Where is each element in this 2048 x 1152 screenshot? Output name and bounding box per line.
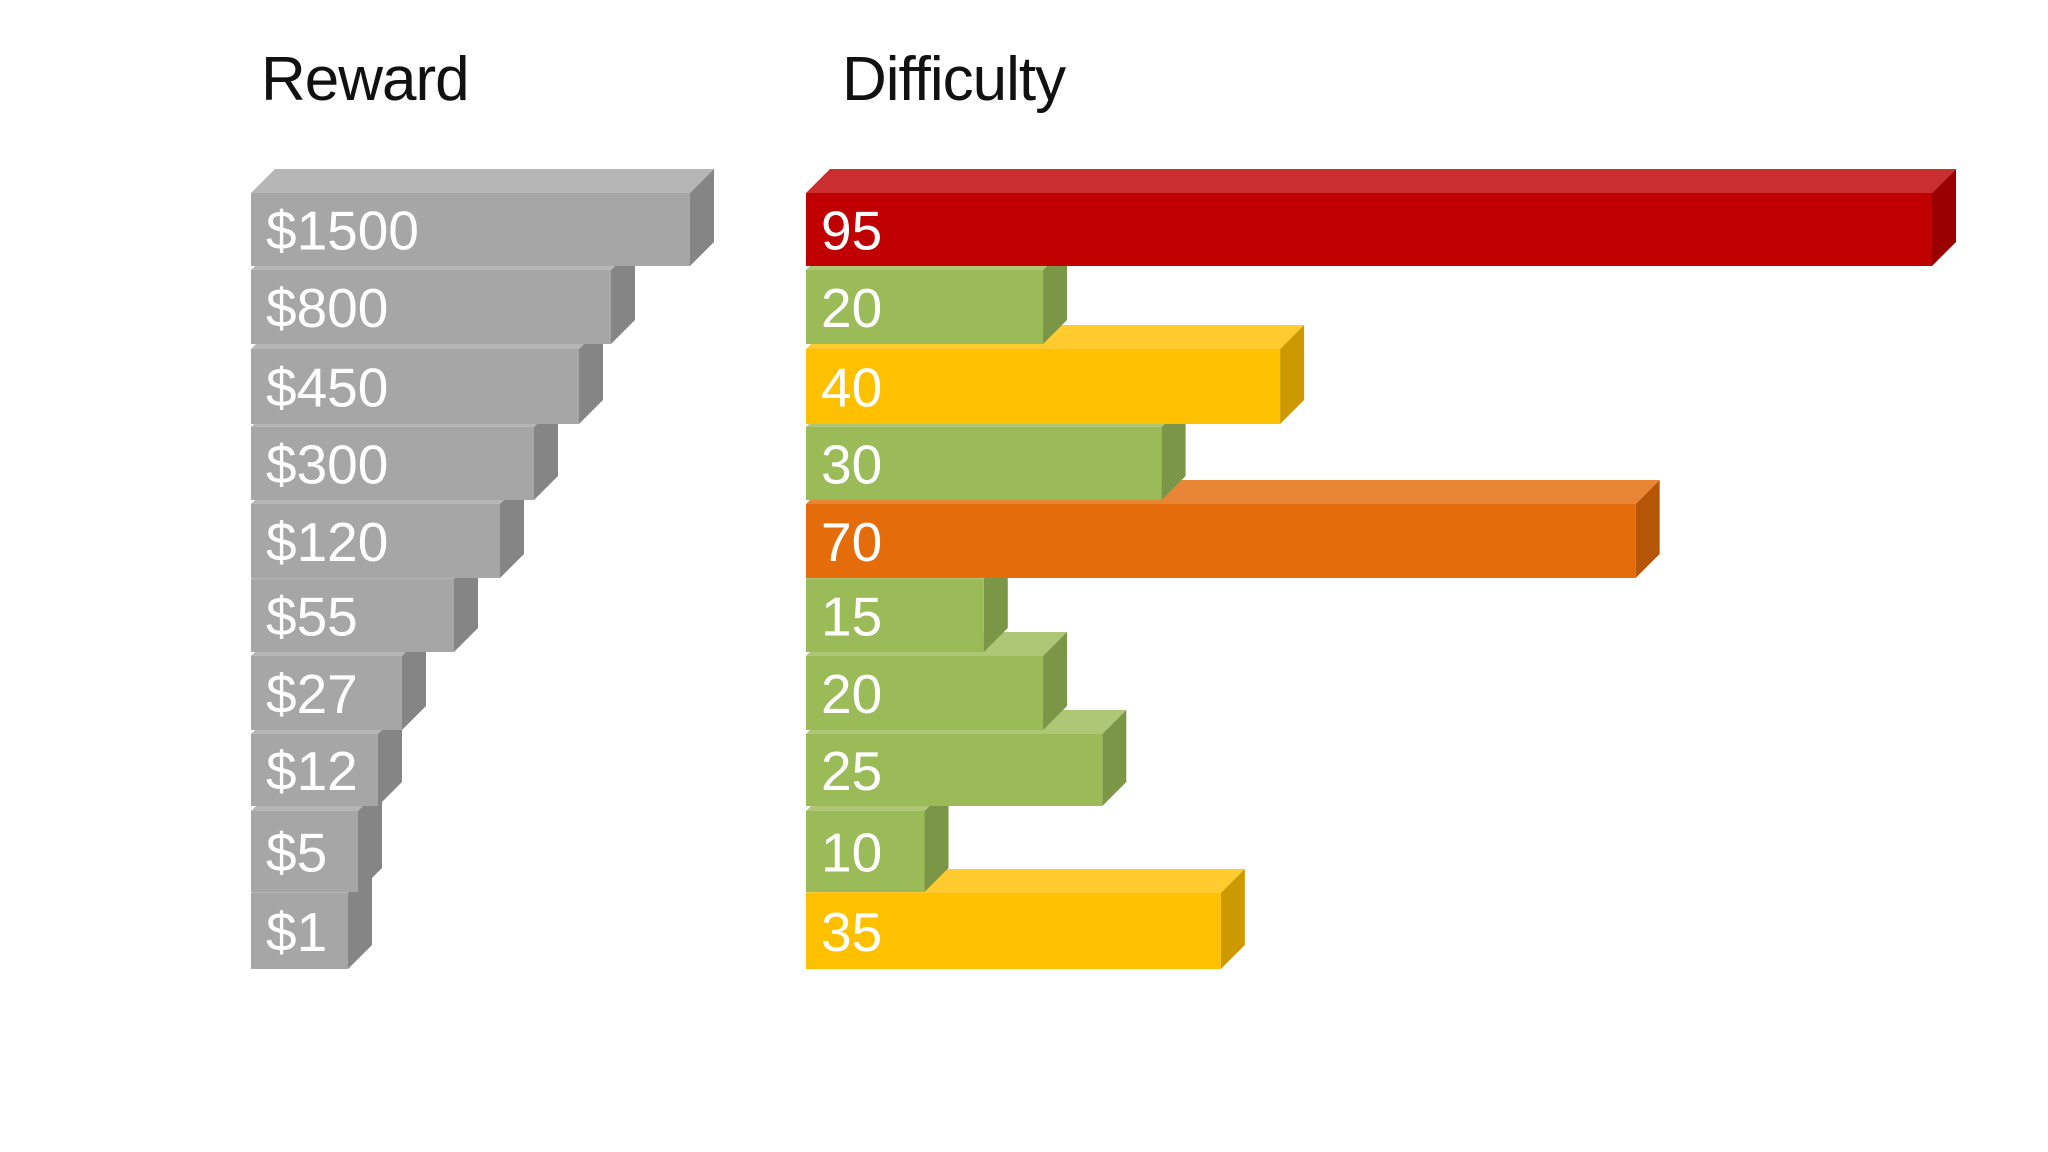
reward-bar-side — [378, 710, 402, 806]
reward-bar-front — [251, 427, 534, 500]
difficulty-bar-top — [806, 169, 1956, 193]
difficulty-bar-label: 15 — [821, 586, 882, 648]
reward-bar-side — [611, 246, 635, 344]
difficulty-bar-side — [1220, 869, 1245, 969]
reward-bar-label: $1 — [266, 901, 327, 963]
difficulty-bar-3: 40 — [806, 325, 1305, 424]
reward-bar-front — [251, 734, 378, 806]
difficulty-bar-front — [806, 193, 1932, 266]
reward-bar-front — [251, 811, 358, 892]
reward-bar-label: $1500 — [266, 200, 419, 262]
reward-bar-top — [251, 169, 714, 193]
difficulty-bar-label: 25 — [821, 740, 882, 802]
difficulty-bar-front — [806, 893, 1221, 969]
reward-title: Reward — [261, 45, 470, 114]
reward-bar-side — [534, 403, 558, 500]
difficulty-bar-side — [1280, 325, 1305, 424]
reward-bar-side — [690, 169, 714, 266]
difficulty-bar-front — [806, 734, 1103, 806]
difficulty-bar-label: 35 — [821, 901, 882, 963]
difficulty-bar-front — [806, 811, 925, 892]
difficulty-bar-side — [1161, 403, 1186, 500]
difficulty-bar-label: 10 — [821, 822, 882, 884]
difficulty-bar-label: 20 — [821, 663, 882, 725]
reward-bar-front — [251, 270, 611, 344]
reward-bar-5: $120 — [251, 480, 524, 578]
difficulty-bar-side — [1043, 632, 1068, 730]
difficulty-bar-label: 30 — [821, 434, 882, 496]
reward-bar-front — [251, 193, 690, 266]
reward-bar-side — [358, 787, 382, 892]
reward-bar-side — [500, 480, 524, 578]
reward-bar-1: $1500 — [251, 169, 714, 266]
difficulty-bar-side — [1102, 710, 1127, 806]
difficulty-bar-label: 20 — [821, 277, 882, 339]
reward-bar-label: $27 — [266, 663, 358, 725]
reward-bar-front — [251, 656, 402, 730]
reward-bar-side — [402, 632, 426, 730]
reward-bar-label: $450 — [266, 357, 388, 419]
difficulty-bar-label: 40 — [821, 357, 882, 419]
reward-bar-front — [251, 579, 454, 652]
difficulty-bar-front — [806, 504, 1636, 578]
difficulty-bar-label: 95 — [821, 200, 882, 262]
difficulty-title: Difficulty — [842, 45, 1066, 114]
difficulty-bar-front — [806, 427, 1162, 500]
reward-bar-label: $800 — [266, 277, 388, 339]
difficulty-bar-front — [806, 349, 1281, 424]
reward-bar-label: $120 — [266, 511, 388, 573]
difficulty-bar-side — [1932, 169, 1956, 266]
difficulty-bar-side — [1635, 480, 1660, 578]
difficulty-bar-side — [1043, 246, 1068, 344]
reward-bar-label: $12 — [266, 740, 358, 802]
difficulty-bar-side — [983, 555, 1008, 652]
difficulty-bar-label: 70 — [821, 511, 882, 573]
difficulty-bar-front — [806, 579, 984, 652]
reward-bar-side — [454, 555, 478, 652]
difficulty-bar-1: 95 — [806, 169, 1956, 266]
reward-bar-label: $5 — [266, 822, 327, 884]
reward-bar-front — [251, 349, 579, 424]
difficulty-bar-side — [924, 787, 949, 892]
reward-bar-side — [579, 325, 603, 424]
reward-bar-side — [348, 869, 372, 969]
reward-bar-front — [251, 504, 500, 578]
reward-bar-front — [251, 893, 348, 969]
reward-bar-label: $55 — [266, 586, 358, 648]
reward-bar-label: $300 — [266, 434, 388, 496]
difficulty-bar-front — [806, 270, 1044, 344]
difficulty-bar-front — [806, 656, 1044, 730]
